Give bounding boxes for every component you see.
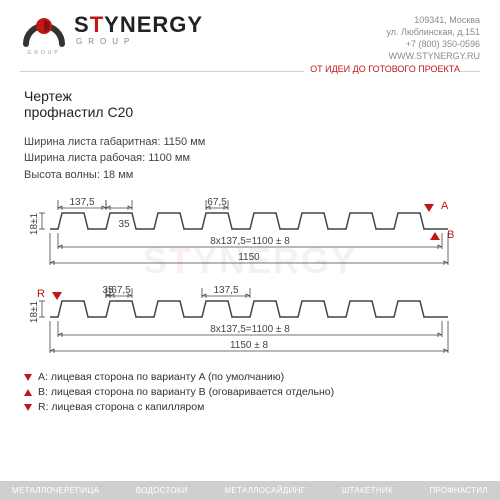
profile-bottom-svg: 18±1R3567,5137,58x137,5=1100 ± 81150 ± 8 [24, 281, 476, 361]
contact-line: ул. Люблинская, д.151 [387, 26, 481, 38]
logo-mark: GROUP [20, 14, 68, 62]
svg-text:GROUP: GROUP [27, 50, 60, 56]
legend-text: B: лицевая сторона по варианту B (оговар… [38, 386, 334, 398]
triangle-down-icon [24, 404, 32, 411]
footer-item: ШТАКЕТНИК [342, 486, 393, 495]
legend-row-b: B: лицевая сторона по варианту B (оговар… [24, 386, 476, 398]
legend-row-r: R: лицевая сторона с капилляром [24, 401, 476, 413]
footer: МЕТАЛЛОЧЕРЕПИЦА ВОДОСТОКИ МЕТАЛЛОСАЙДИНГ… [0, 481, 500, 500]
footer-item: ВОДОСТОКИ [136, 486, 188, 495]
svg-text:A: A [441, 200, 449, 212]
svg-text:R: R [37, 288, 45, 300]
contact-line: 109341, Москва [387, 14, 481, 26]
legend-row-a: A: лицевая сторона по варианту A (по умо… [24, 371, 476, 383]
legend-text: A: лицевая сторона по варианту A (по умо… [38, 371, 284, 383]
profile-bottom: 18±1R3567,5137,58x137,5=1100 ± 81150 ± 8 [24, 281, 476, 361]
header-divider: ОТ ИДЕИ ДО ГОТОВОГО ПРОЕКТА [20, 71, 480, 72]
content: Чертеж профнастил С20 Ширина листа габар… [0, 72, 500, 414]
brand-sub: GROUP [76, 38, 203, 46]
brand-red: T [90, 12, 104, 37]
drawing-title: Чертеж [24, 88, 476, 104]
triangle-down-icon [24, 374, 32, 381]
svg-text:137,5: 137,5 [213, 285, 238, 296]
svg-text:67,5: 67,5 [207, 197, 227, 208]
brand-text: STYNERGY GROUP [74, 14, 203, 46]
svg-text:1150: 1150 [238, 252, 260, 263]
footer-item: МЕТАЛЛОЧЕРЕПИЦА [12, 486, 99, 495]
spec-line: Ширина листа габаритная: 1150 мм [24, 134, 476, 151]
header: GROUP STYNERGY GROUP 109341, Москва ул. … [0, 0, 500, 69]
drawing-subtitle: профнастил С20 [24, 104, 476, 120]
svg-text:67,5: 67,5 [111, 285, 131, 296]
logo: GROUP STYNERGY GROUP [20, 14, 387, 62]
legend: A: лицевая сторона по варианту A (по умо… [24, 371, 476, 413]
profile-top-svg: 18±1137,53567,5AB8x137,5=1100 ± 81150 [24, 193, 476, 273]
svg-text:8x137,5=1100 ± 8: 8x137,5=1100 ± 8 [210, 324, 290, 335]
svg-text:1150 ± 8: 1150 ± 8 [230, 340, 269, 351]
footer-item: ПРОФНАСТИЛ [429, 486, 488, 495]
tagline: ОТ ИДЕИ ДО ГОТОВОГО ПРОЕКТА [304, 64, 460, 74]
svg-text:35: 35 [118, 219, 130, 230]
legend-text: R: лицевая сторона с капилляром [38, 401, 204, 413]
footer-item: МЕТАЛЛОСАЙДИНГ [224, 486, 305, 495]
svg-text:18±1: 18±1 [29, 213, 40, 236]
brand-rest: YNERGY [104, 12, 203, 37]
svg-text:8x137,5=1100 ± 8: 8x137,5=1100 ± 8 [210, 236, 290, 247]
brand-prefix: S [74, 12, 90, 37]
contact-line: WWW.STYNERGY.RU [387, 50, 481, 62]
spec-line: Ширина листа рабочая: 1100 мм [24, 150, 476, 167]
profiles: 18±1137,53567,5AB8x137,5=1100 ± 81150 18… [24, 193, 476, 361]
contact-block: 109341, Москва ул. Люблинская, д.151 +7 … [387, 14, 481, 63]
svg-text:137,5: 137,5 [69, 197, 94, 208]
spec-line: Высота волны: 18 мм [24, 167, 476, 184]
profile-top: 18±1137,53567,5AB8x137,5=1100 ± 81150 [24, 193, 476, 273]
contact-line: +7 (800) 350-0596 [387, 38, 481, 50]
svg-text:18±1: 18±1 [29, 301, 40, 324]
triangle-up-icon [24, 389, 32, 396]
